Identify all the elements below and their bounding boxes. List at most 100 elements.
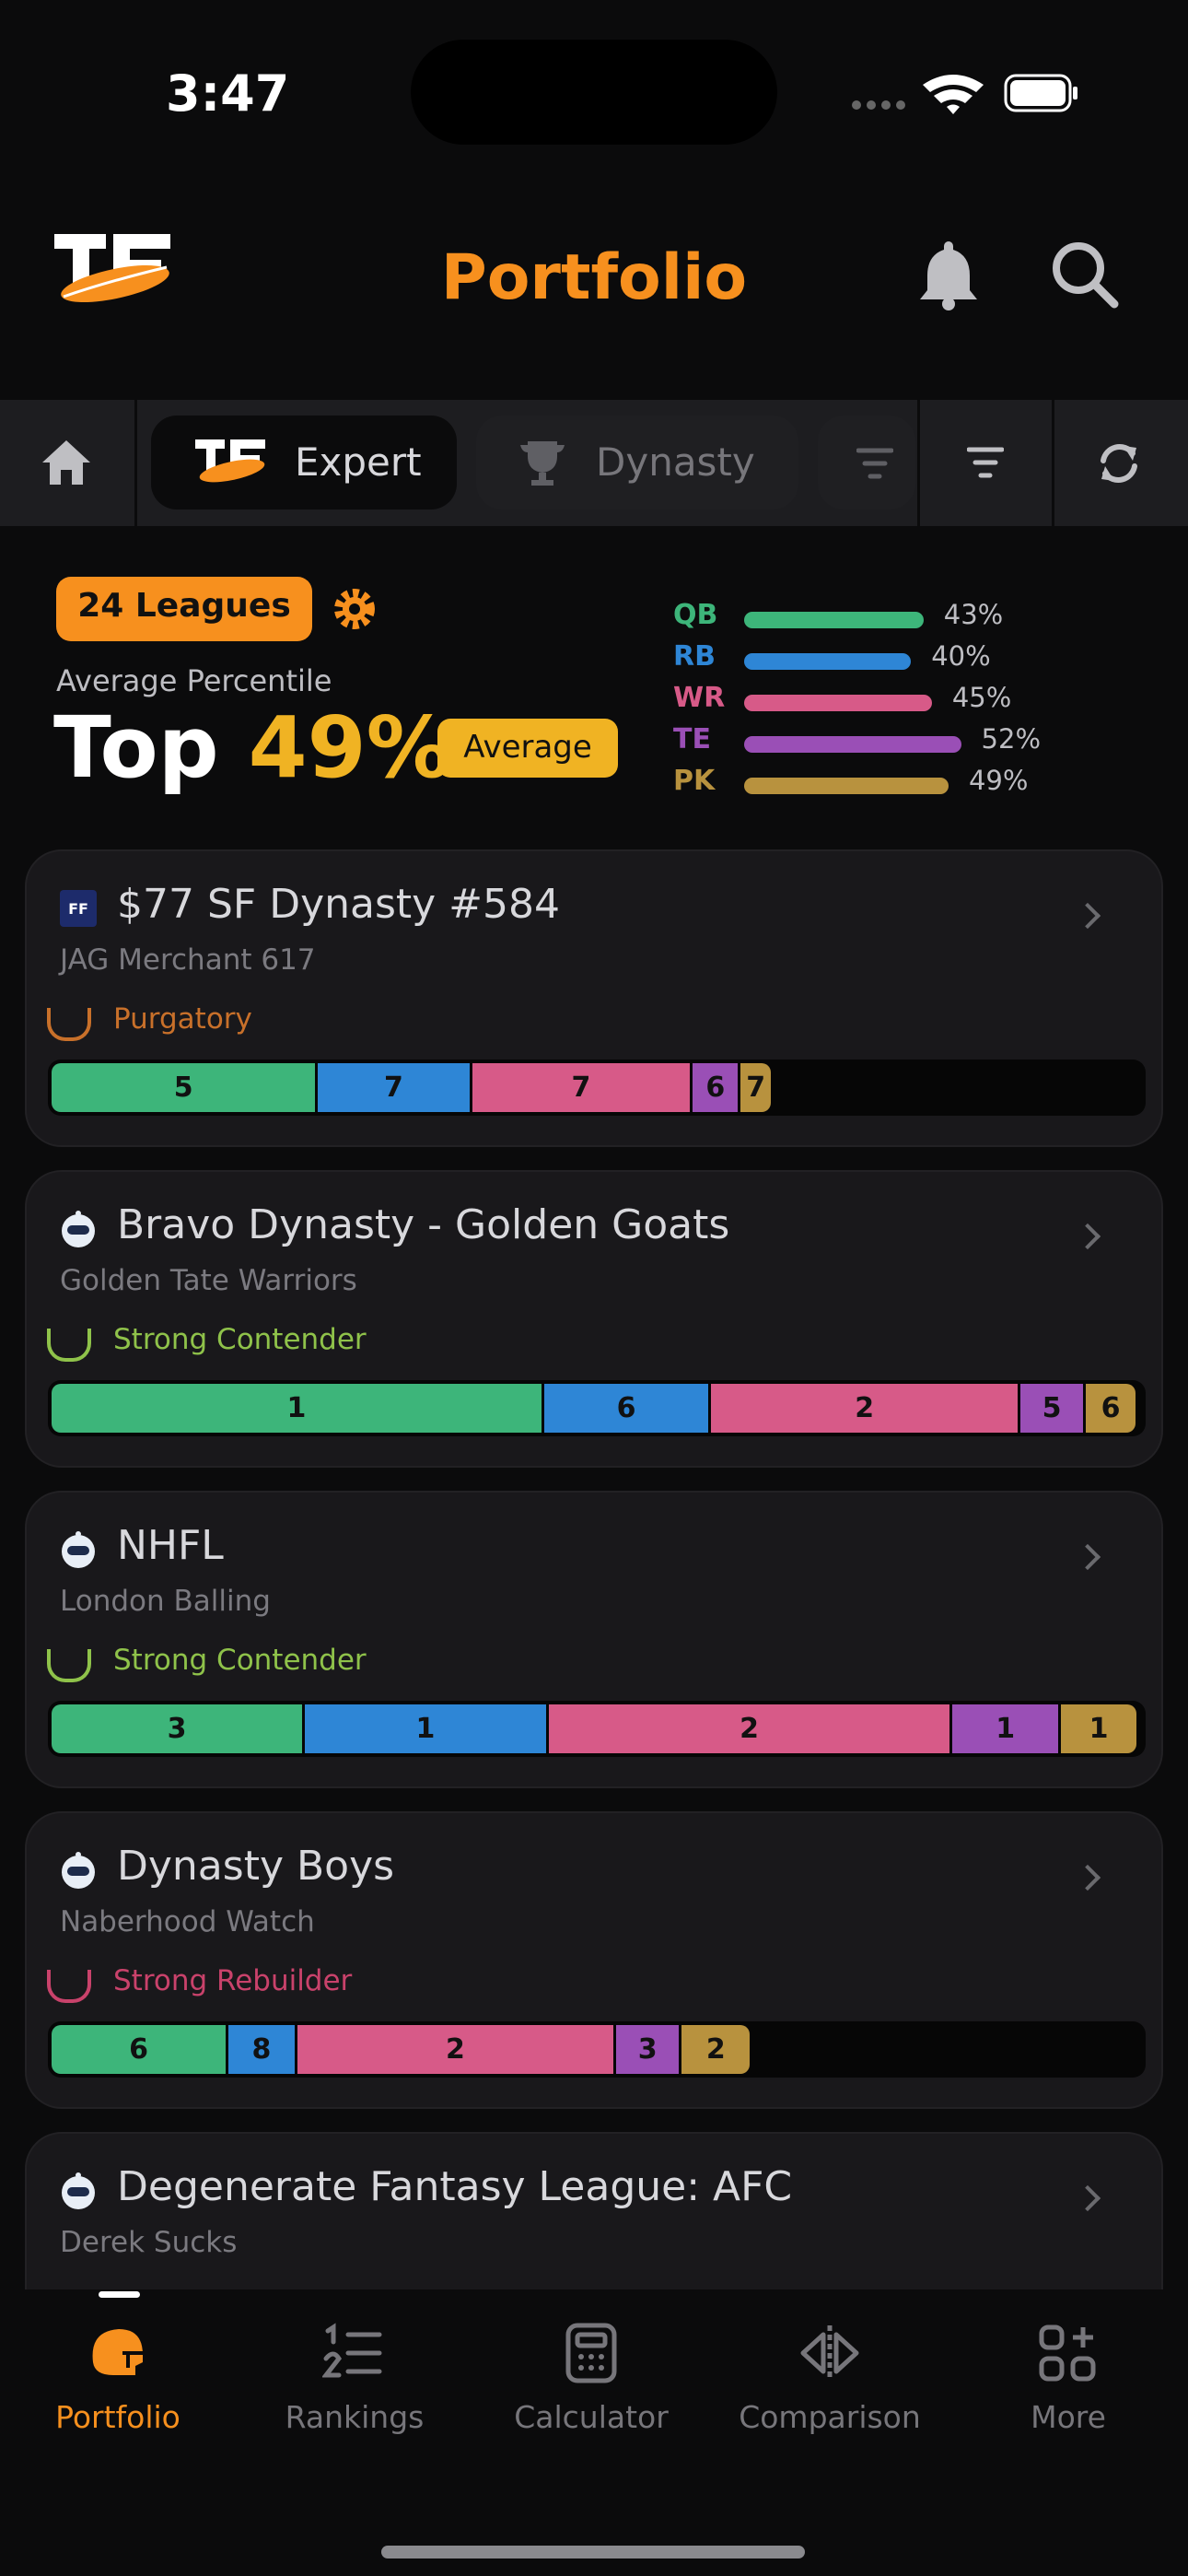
search-button[interactable] <box>1048 238 1122 311</box>
status-icons <box>852 74 1077 114</box>
roster-segment: 8 <box>228 2025 295 2074</box>
position-rank: 3 <box>637 2033 658 2066</box>
filter-button[interactable] <box>967 446 1004 479</box>
position-rank: 7 <box>571 1071 591 1104</box>
home-indicator <box>381 2546 805 2558</box>
league-card[interactable]: Degenerate Fantasy League: AFC Derek Suck… <box>25 2132 1163 2289</box>
position-name: TE <box>673 723 711 755</box>
league-icon <box>62 1531 95 1568</box>
tab-more[interactable] <box>818 416 915 509</box>
roster-segment: 2 <box>297 2025 614 2074</box>
position-rank: 6 <box>705 1071 726 1104</box>
nav-item[interactable]: Rankings <box>244 2322 465 2435</box>
divider <box>1052 400 1054 526</box>
league-card[interactable]: NHFL London Balling Strong Contender 3 1 2 1 1 <box>25 1491 1163 1788</box>
league-icon <box>62 1852 95 1889</box>
roster-segment: 5 <box>52 1063 316 1112</box>
status-label: Purgatory <box>113 1002 252 1036</box>
notifications-button[interactable] <box>912 238 985 311</box>
svg-text:FF: FF <box>68 900 88 918</box>
position-percent: 52% <box>981 723 1042 755</box>
roster-segment: 6 <box>52 2025 227 2074</box>
team-name: London Balling <box>60 1585 271 1618</box>
league-name: Bravo Dynasty - Golden Goats <box>117 1201 730 1248</box>
roster-segment: 3 <box>616 2025 680 2074</box>
nav-item[interactable]: Comparison <box>719 2322 940 2435</box>
roster-segment: 2 <box>548 1704 950 1753</box>
league-card[interactable]: FF $77 SF Dynasty #584 JAG Merchant 617 Pur… <box>25 849 1163 1147</box>
position-rank: 2 <box>855 1392 875 1424</box>
top-label: Top <box>53 698 219 797</box>
position-rank: 2 <box>446 2033 465 2066</box>
status-icon <box>47 1008 91 1041</box>
nav-label: Calculator <box>514 2399 669 2435</box>
settings-button[interactable] <box>333 588 376 630</box>
nav-item[interactable]: Calculator <box>481 2322 702 2435</box>
chevron <box>1074 902 1101 930</box>
time: 3:47 <box>166 64 290 123</box>
position-bar <box>744 778 949 794</box>
league-name: $77 SF Dynasty #584 <box>117 881 561 928</box>
roster-segment: 6 <box>1086 1384 1136 1433</box>
league-name: Dynasty Boys <box>117 1843 395 1890</box>
leagues-count[interactable]: 24 Leagues <box>56 577 312 641</box>
percentile-label: Average Percentile <box>56 663 332 698</box>
position-rank: 2 <box>740 1713 759 1745</box>
roster-segment: 7 <box>318 1063 470 1112</box>
league-icon <box>62 2172 95 2209</box>
status-label: Strong Rebuilder <box>113 1964 353 1997</box>
nav-label: Portfolio <box>55 2399 181 2435</box>
tab-dynasty[interactable]: Dynasty <box>476 416 798 509</box>
page-title: Portfolio <box>440 241 748 314</box>
position-bar <box>744 653 912 670</box>
position-rank: 5 <box>1042 1392 1062 1424</box>
position-rank: 1 <box>286 1392 307 1424</box>
tab-label: Dynasty <box>596 439 755 485</box>
league-card[interactable]: Bravo Dynasty - Golden Goats Golden Tate … <box>25 1170 1163 1468</box>
roster-segment: 2 <box>681 2025 751 2074</box>
refresh-button[interactable] <box>1096 440 1142 486</box>
nav-label: Rankings <box>285 2399 425 2435</box>
divider <box>917 400 920 526</box>
roster-segment: 1 <box>52 1384 542 1433</box>
nav-item[interactable]: Portfolio <box>7 2322 228 2435</box>
nav-item[interactable]: More <box>958 2322 1179 2435</box>
scroll-indicator <box>99 2291 140 2298</box>
status-icon <box>47 1970 91 2003</box>
roster-segment: 3 <box>52 1704 303 1753</box>
roster-segment: 6 <box>693 1063 739 1112</box>
position-rank: 6 <box>1101 1392 1121 1424</box>
roster-segment: 2 <box>711 1384 1018 1433</box>
position-bar <box>744 612 924 628</box>
nav-icon <box>320 2323 382 2378</box>
position-rank: 7 <box>384 1071 403 1104</box>
filter-icon <box>856 448 893 479</box>
position-name: QB <box>673 599 718 631</box>
position-percent: 40% <box>931 640 991 672</box>
chevron <box>1074 1223 1101 1250</box>
tab-label: Expert <box>295 439 422 485</box>
league-name: Degenerate Fantasy League: AFC <box>117 2163 793 2210</box>
roster-segment: 1 <box>952 1704 1058 1753</box>
roster-segment: 1 <box>305 1704 546 1753</box>
position-rank: 8 <box>251 2033 272 2066</box>
position-rank: 6 <box>129 2033 148 2066</box>
bottom-nav <box>0 2289 1188 2576</box>
league-card[interactable]: Dynasty Boys Naberhood Watch Strong Rebuil… <box>25 1811 1163 2109</box>
position-bar <box>744 736 961 753</box>
position-rank: 7 <box>746 1071 766 1104</box>
nav-icon <box>565 2323 617 2383</box>
position-percent: 45% <box>951 682 1012 713</box>
tab-expert[interactable]: Expert <box>151 416 457 509</box>
position-bar <box>744 695 932 711</box>
nav-label: Comparison <box>739 2399 921 2435</box>
team-name: JAG Merchant 617 <box>60 943 316 977</box>
home-button[interactable] <box>41 437 92 488</box>
tab-icon <box>195 439 265 483</box>
position-rank: 3 <box>167 1713 187 1745</box>
nav-icon <box>1039 2324 1096 2382</box>
position-rank: 2 <box>705 2033 726 2066</box>
dynamic-island <box>411 40 777 145</box>
status-label: Strong Contender <box>113 1323 367 1356</box>
